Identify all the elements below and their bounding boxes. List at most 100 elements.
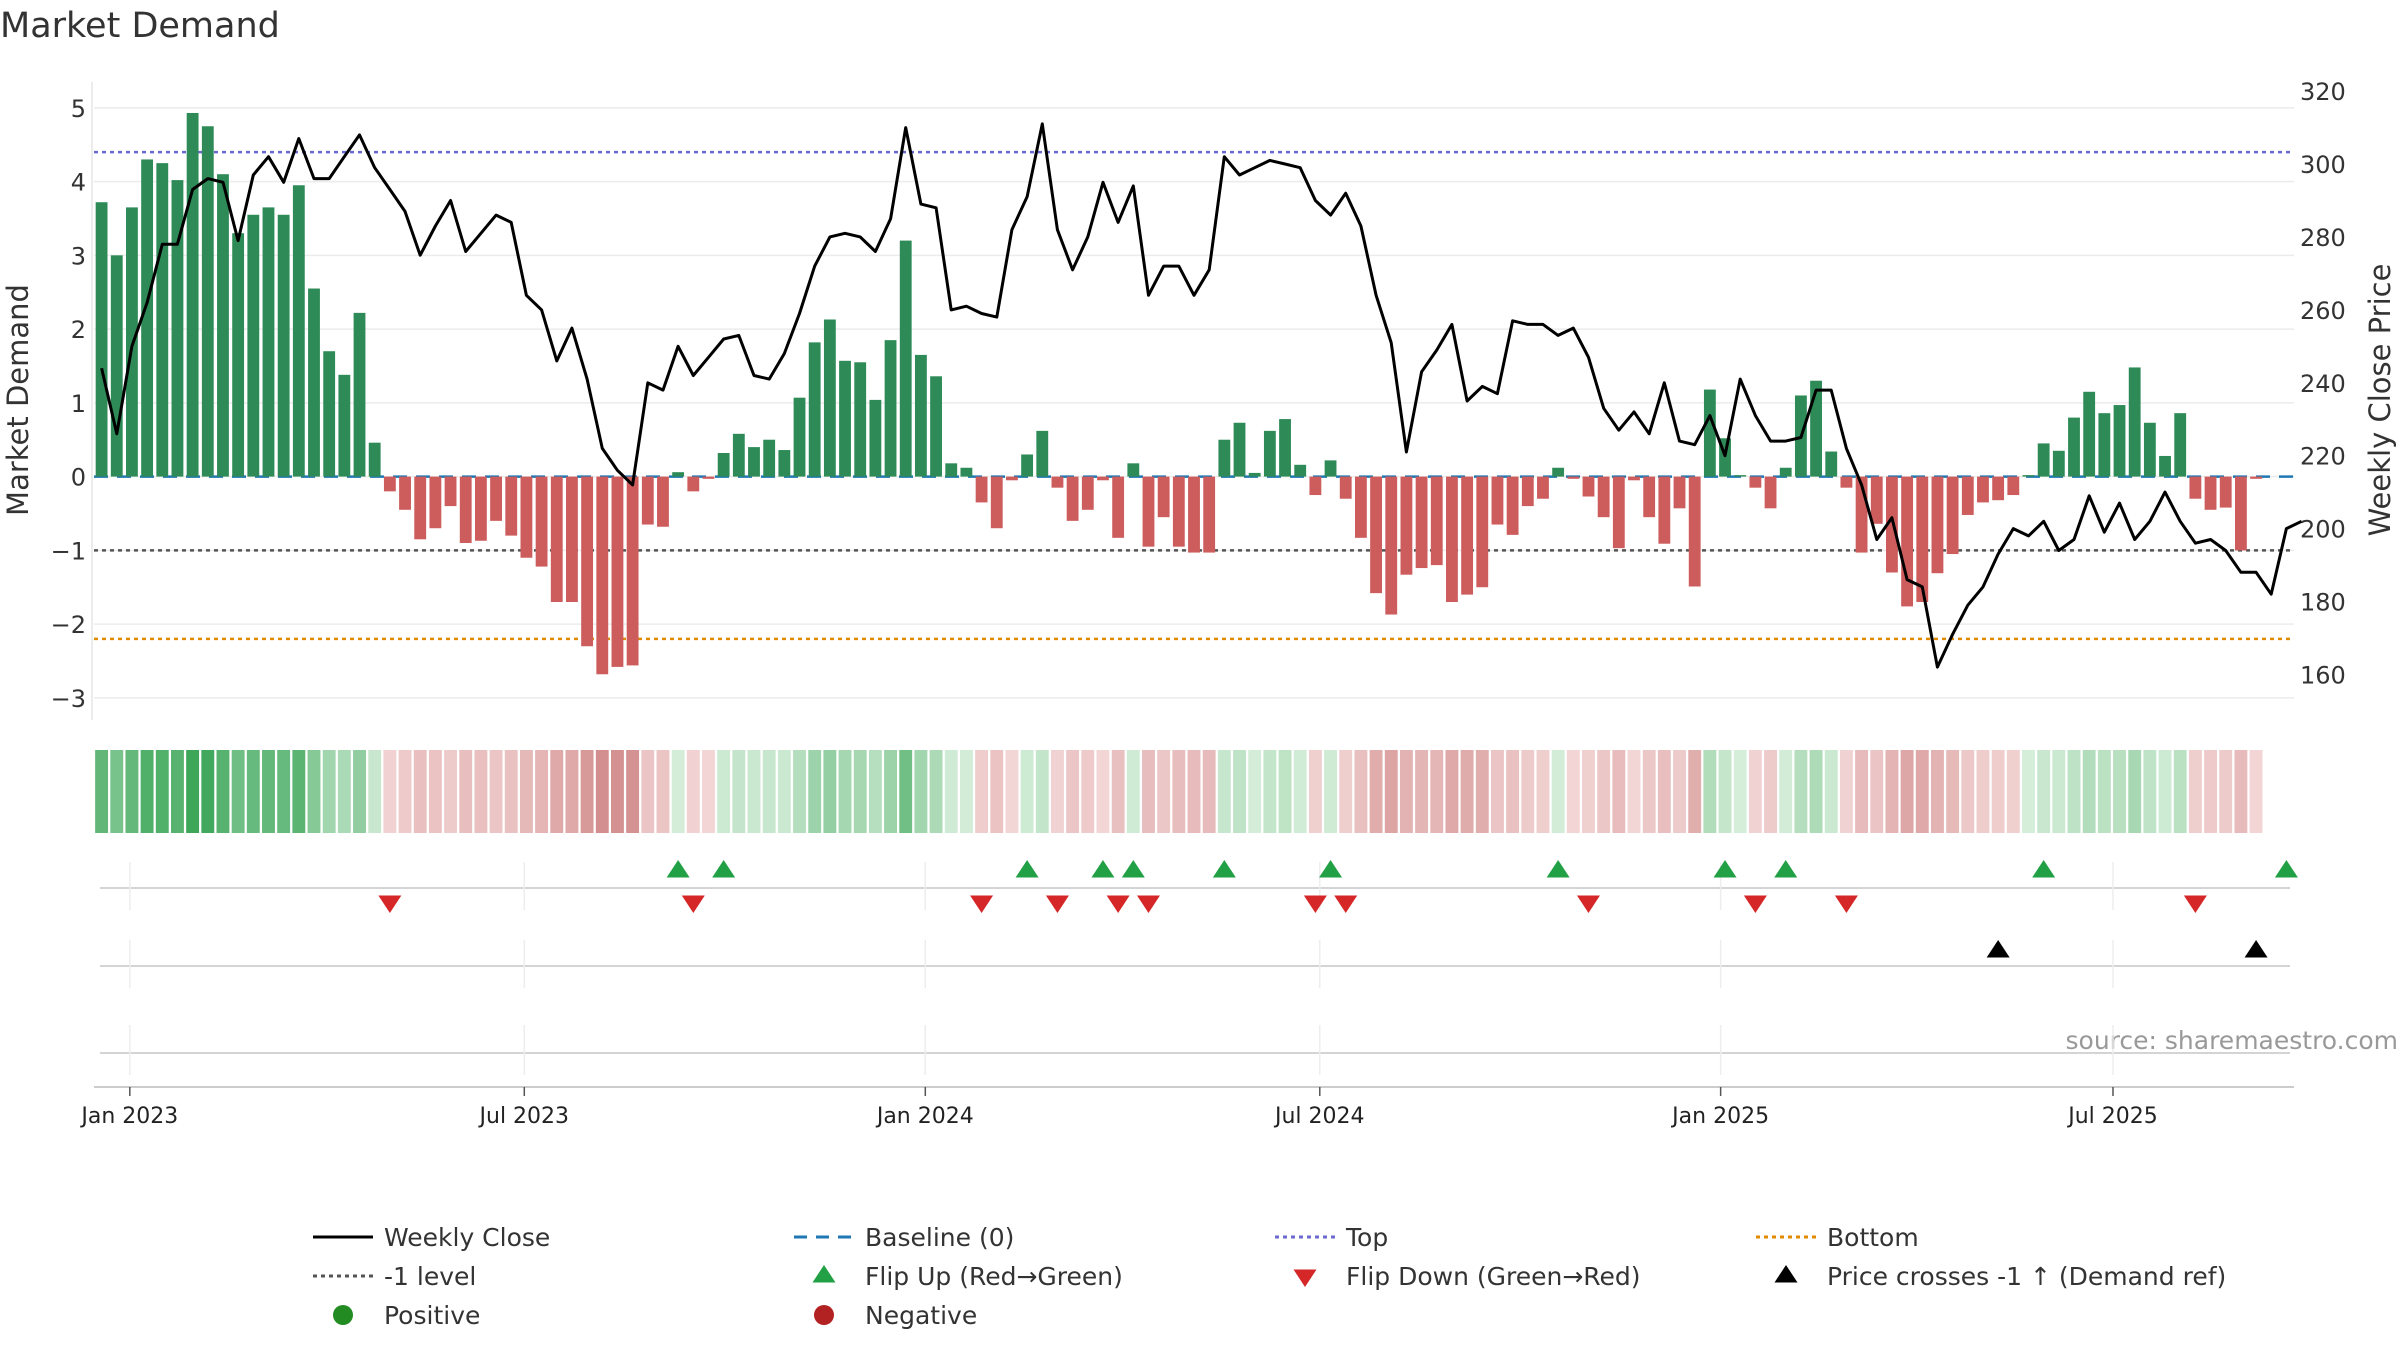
demand-bar: [1097, 476, 1109, 481]
heat-cell: [95, 750, 109, 833]
demand-bar: [186, 112, 199, 477]
demand-bar: [1324, 460, 1337, 477]
demand-bar: [1461, 476, 1474, 595]
heat-cell: [1703, 750, 1717, 833]
demand-bar: [353, 312, 366, 477]
heat-cell: [201, 750, 215, 833]
demand-bar: [171, 180, 184, 477]
x-tick-label: Jul 2025: [2066, 1104, 2158, 1129]
demand-bar: [657, 476, 669, 527]
demand-bar: [1339, 476, 1352, 499]
heat-cell: [292, 750, 306, 833]
heat-cell: [1764, 750, 1777, 833]
x-tick-label: Jan 2024: [875, 1104, 974, 1129]
flip-up-marker: [712, 860, 736, 878]
demand-bar: [368, 442, 381, 477]
demand-bar: [1703, 389, 1716, 477]
demand-bar: [1567, 476, 1580, 479]
heat-cell: [2113, 750, 2126, 833]
demand-bar: [1961, 476, 1974, 515]
demand-bar: [2113, 405, 2126, 477]
heat-cell: [1324, 750, 1337, 833]
heat-cell: [1445, 750, 1459, 833]
legend-item: Top: [1275, 1223, 1388, 1252]
demand-bar: [490, 476, 502, 521]
x-axis-ticks: Jan 2023 Jul 2023 Jan 2024 Jul 2024 Jan 2025…: [79, 1086, 2294, 1129]
demand-bar: [748, 447, 760, 477]
demand-bar: [2128, 367, 2141, 477]
heat-cell: [686, 750, 700, 833]
demand-bar: [596, 476, 609, 675]
y-tick-label-left: −3: [51, 685, 86, 713]
heat-cell: [1991, 750, 2005, 833]
demand-bar: [201, 126, 214, 477]
heat-cell: [1005, 750, 1019, 833]
demand-bar: [1946, 476, 1959, 555]
demand-bar: [550, 476, 563, 602]
heat-cell: [762, 750, 776, 833]
demand-bar: [930, 376, 942, 477]
y-tick-label-left: 3: [71, 242, 86, 270]
demand-bar: [474, 476, 487, 541]
flip-up-marker: [1121, 860, 1145, 878]
heat-cell: [277, 750, 291, 833]
y-tick-label-right: 220: [2300, 443, 2346, 471]
demand-bar: [884, 340, 897, 477]
demand-bar: [1977, 476, 1989, 503]
heat-cell: [1733, 750, 1747, 833]
x-tick-label: Jul 2024: [1273, 1104, 1365, 1129]
heat-cell: [580, 750, 594, 833]
demand-bar: [1840, 476, 1853, 488]
heat-cell: [641, 750, 655, 833]
flip-up-marker: [1774, 860, 1798, 878]
demand-bar: [429, 476, 442, 529]
demand-bar: [1415, 476, 1428, 569]
legend-label: Positive: [384, 1301, 480, 1330]
heat-cell: [1718, 750, 1732, 833]
legend-item: Flip Down (Green→Red): [1293, 1262, 1641, 1291]
weekly-close-line: [100, 122, 2303, 669]
heat-cell: [747, 750, 761, 833]
y-tick-label-right: 280: [2300, 224, 2346, 252]
heat-cell: [1961, 750, 1975, 833]
heat-cell: [110, 750, 124, 833]
demand-bar: [687, 476, 700, 492]
demand-bar: [566, 476, 578, 602]
demand-bar: [1021, 454, 1034, 477]
demand-bar: [2250, 476, 2262, 479]
demand-bar: [1051, 476, 1064, 488]
flip-down-marker: [1743, 895, 1767, 913]
heat-cell: [428, 750, 442, 833]
demand-bar: [1901, 476, 1914, 607]
price-cross-marker: [2244, 940, 2268, 958]
heat-cell: [1946, 750, 1960, 833]
demand-bar: [1400, 476, 1413, 575]
x-tick-label: Jan 2025: [1670, 1104, 1769, 1129]
demand-bar: [672, 472, 685, 477]
demand-bar: [2098, 413, 2111, 477]
heat-cell: [1035, 750, 1049, 833]
demand-bar: [1157, 476, 1170, 518]
demand-bar: [1916, 476, 1929, 602]
demand-bar: [1749, 476, 1762, 488]
demand-bar: [1870, 476, 1883, 524]
demand-bar: [1172, 476, 1185, 547]
legend-item: Positive: [333, 1301, 480, 1330]
demand-bar: [141, 159, 154, 477]
heat-cell: [1233, 750, 1246, 833]
heat-cell: [914, 750, 928, 833]
flip-down-marker: [1106, 895, 1130, 913]
heat-cell: [959, 750, 973, 833]
heat-cell: [1399, 750, 1413, 833]
heat-cell: [322, 750, 336, 833]
demand-bar: [383, 476, 396, 492]
flip-down-marker: [970, 895, 994, 913]
heat-cell: [216, 750, 230, 833]
demand-bar: [323, 351, 336, 477]
heat-cell: [262, 750, 275, 833]
heat-cell: [1551, 750, 1565, 833]
demand-bar: [2083, 391, 2096, 477]
legend: Weekly Close Baseline (0) Top Bottom -1 leve…: [313, 1223, 2226, 1330]
heat-cell: [2143, 750, 2157, 833]
demand-bar: [217, 174, 229, 477]
